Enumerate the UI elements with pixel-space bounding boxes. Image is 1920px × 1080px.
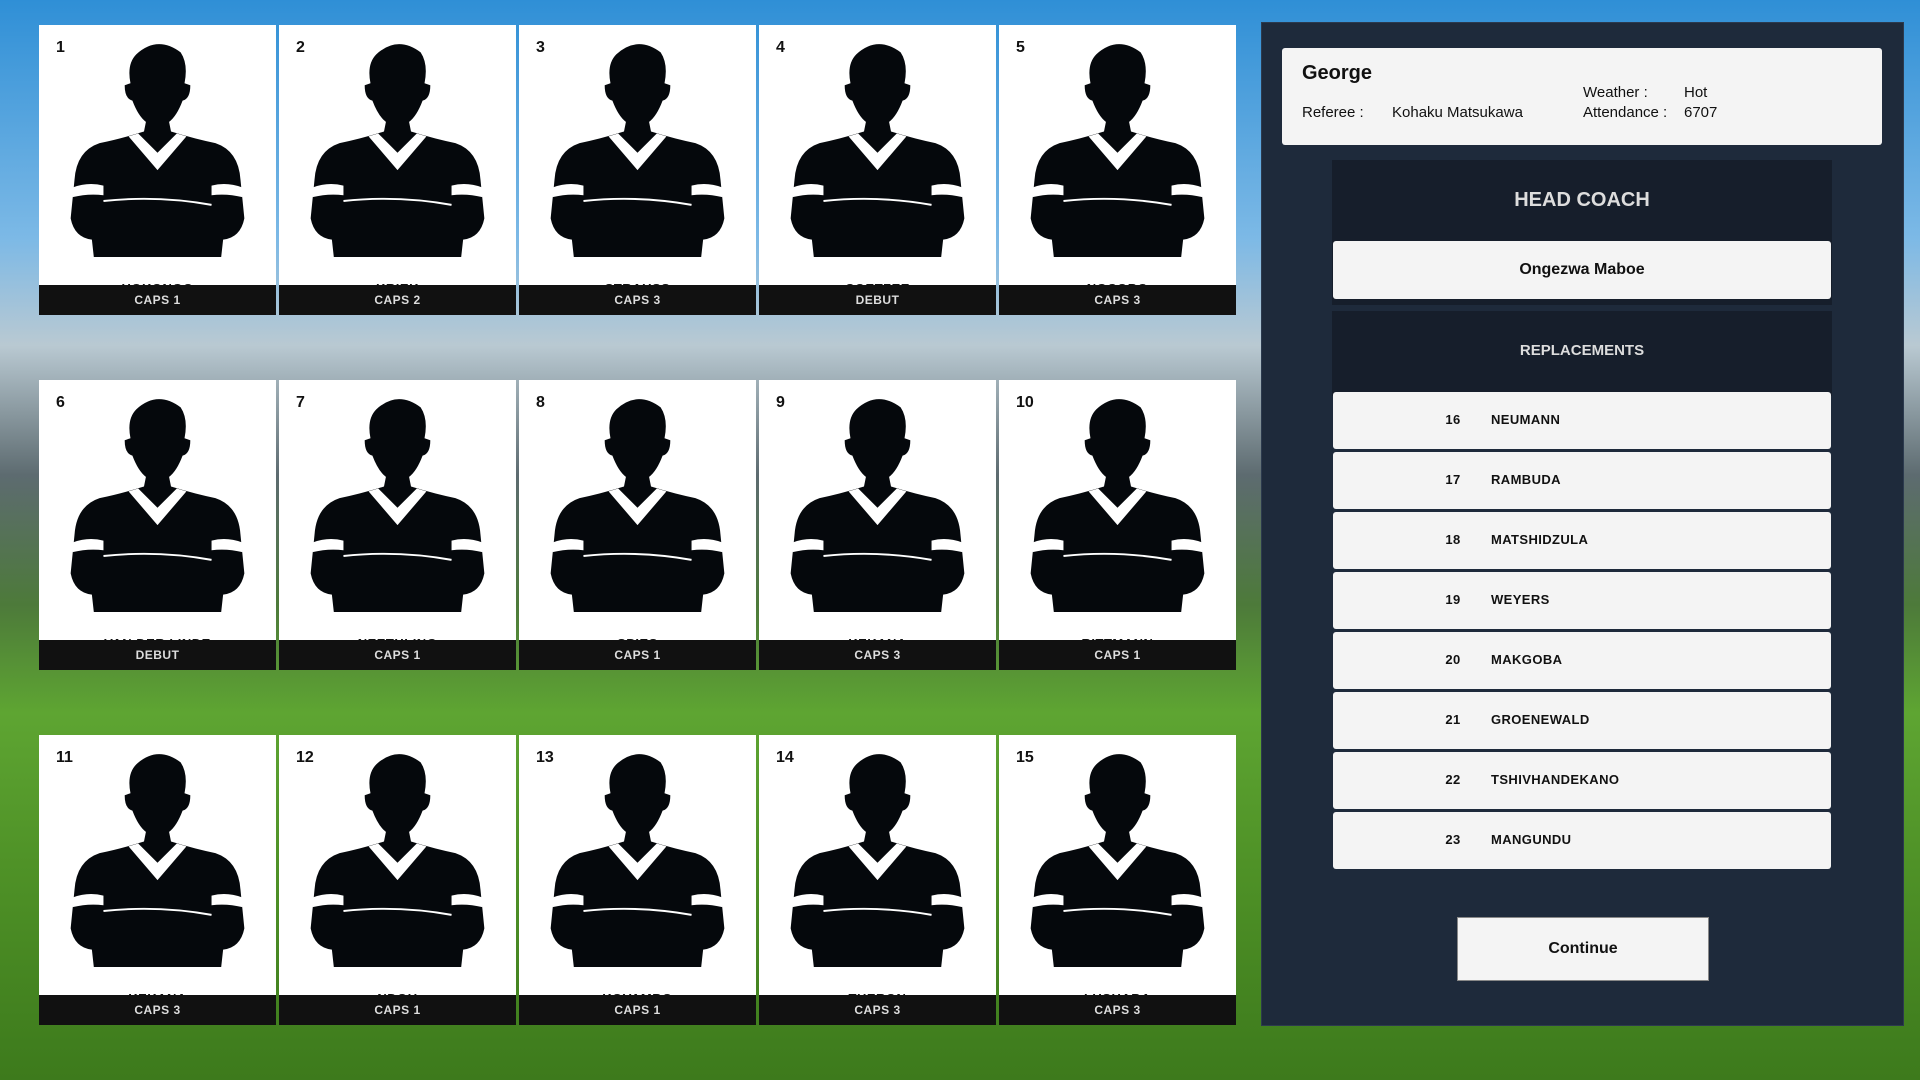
player-silhouette-icon bbox=[550, 754, 725, 967]
player-card[interactable]: 10 RITTMANN CAPS 1 bbox=[999, 380, 1236, 670]
replacement-number: 21 bbox=[1445, 712, 1461, 727]
player-silhouette-icon bbox=[550, 399, 725, 612]
attendance-value: 6707 bbox=[1684, 104, 1718, 121]
player-number: 4 bbox=[776, 39, 785, 56]
replacement-number: 23 bbox=[1445, 832, 1461, 847]
player-caps: CAPS 1 bbox=[999, 640, 1236, 670]
head-coach-name[interactable]: Ongezwa Maboe bbox=[1333, 241, 1831, 299]
replacement-name: GROENEWALD bbox=[1491, 712, 1590, 727]
replacement-row[interactable]: 20 MAKGOBA bbox=[1333, 632, 1831, 689]
player-card[interactable]: 7 NEETHLING CAPS 1 bbox=[279, 380, 516, 670]
referee-value: Kohaku Matsukawa bbox=[1392, 104, 1523, 121]
weather-value: Hot bbox=[1684, 84, 1708, 101]
player-silhouette-icon bbox=[550, 44, 725, 257]
player-caps: CAPS 1 bbox=[279, 995, 516, 1025]
player-card[interactable]: 9 KEKANA CAPS 3 bbox=[759, 380, 996, 670]
replacements-section: REPLACEMENTS bbox=[1332, 311, 1832, 396]
player-number: 2 bbox=[296, 39, 305, 56]
player-number: 5 bbox=[1016, 39, 1025, 56]
player-caps: CAPS 1 bbox=[519, 995, 756, 1025]
player-caps: DEBUT bbox=[39, 640, 276, 670]
player-caps: CAPS 1 bbox=[519, 640, 756, 670]
match-info: George Referee : Kohaku Matsukawa Weathe… bbox=[1282, 48, 1882, 145]
player-number: 12 bbox=[296, 749, 314, 766]
replacements-title: REPLACEMENTS bbox=[1519, 342, 1645, 359]
replacement-number: 18 bbox=[1445, 532, 1461, 547]
replacement-name: WEYERS bbox=[1491, 592, 1550, 607]
player-number: 9 bbox=[776, 394, 785, 411]
player-card[interactable]: 3 STRAUSS CAPS 3 bbox=[519, 25, 756, 315]
player-caps: CAPS 1 bbox=[279, 640, 516, 670]
player-card[interactable]: 12 NDOU CAPS 1 bbox=[279, 735, 516, 1025]
head-coach-title: HEAD COACH bbox=[1514, 189, 1650, 211]
player-caps: CAPS 3 bbox=[519, 285, 756, 315]
player-card[interactable]: 4 COETZEE DEBUT bbox=[759, 25, 996, 315]
player-caps: CAPS 2 bbox=[279, 285, 516, 315]
match-panel: George Referee : Kohaku Matsukawa Weathe… bbox=[1261, 22, 1904, 1026]
player-silhouette-icon bbox=[70, 44, 245, 257]
player-silhouette-icon bbox=[1030, 754, 1205, 967]
replacement-name: TSHIVHANDEKANO bbox=[1491, 772, 1620, 787]
player-caps: CAPS 3 bbox=[759, 640, 996, 670]
player-number: 3 bbox=[536, 39, 545, 56]
replacement-number: 19 bbox=[1445, 592, 1461, 607]
replacement-name: MAKGOBA bbox=[1491, 652, 1563, 667]
player-caps: DEBUT bbox=[759, 285, 996, 315]
player-silhouette-icon bbox=[310, 399, 485, 612]
player-number: 13 bbox=[536, 749, 554, 766]
replacement-name: RAMBUDA bbox=[1491, 472, 1561, 487]
replacement-row[interactable]: 23 MANGUNDU bbox=[1333, 812, 1831, 869]
player-silhouette-icon bbox=[70, 754, 245, 967]
replacement-row[interactable]: 22 TSHIVHANDEKANO bbox=[1333, 752, 1831, 809]
player-caps: CAPS 3 bbox=[39, 995, 276, 1025]
player-silhouette-icon bbox=[1030, 399, 1205, 612]
continue-button[interactable]: Continue bbox=[1457, 917, 1709, 981]
replacement-name: MANGUNDU bbox=[1491, 832, 1572, 847]
player-silhouette-icon bbox=[790, 754, 965, 967]
player-card[interactable]: 5 NGCOBO CAPS 3 bbox=[999, 25, 1236, 315]
replacement-row[interactable]: 18 MATSHIDZULA bbox=[1333, 512, 1831, 569]
weather-label: Weather : bbox=[1583, 84, 1648, 101]
player-silhouette-icon bbox=[70, 399, 245, 612]
player-number: 7 bbox=[296, 394, 305, 411]
replacement-number: 17 bbox=[1445, 472, 1461, 487]
player-silhouette-icon bbox=[1030, 44, 1205, 257]
replacement-row[interactable]: 16 NEUMANN bbox=[1333, 392, 1831, 449]
player-caps: CAPS 1 bbox=[39, 285, 276, 315]
player-card[interactable]: 2 KRIEK CAPS 2 bbox=[279, 25, 516, 315]
replacement-number: 20 bbox=[1445, 652, 1461, 667]
player-silhouette-icon bbox=[310, 754, 485, 967]
player-number: 11 bbox=[56, 749, 73, 766]
attendance-label: Attendance : bbox=[1583, 104, 1668, 121]
player-card[interactable]: 8 SPIES CAPS 1 bbox=[519, 380, 756, 670]
replacement-row[interactable]: 19 WEYERS bbox=[1333, 572, 1831, 629]
player-number: 6 bbox=[56, 394, 65, 411]
player-card[interactable]: 11 KEKANA CAPS 3 bbox=[39, 735, 276, 1025]
player-number: 8 bbox=[536, 394, 545, 411]
player-card[interactable]: 14 THERON CAPS 3 bbox=[759, 735, 996, 1025]
replacement-name: NEUMANN bbox=[1491, 412, 1561, 427]
player-caps: CAPS 3 bbox=[759, 995, 996, 1025]
player-caps: CAPS 3 bbox=[999, 995, 1236, 1025]
replacement-number: 16 bbox=[1445, 412, 1461, 427]
player-card[interactable]: 13 KOVAMBO CAPS 1 bbox=[519, 735, 756, 1025]
replacement-row[interactable]: 17 RAMBUDA bbox=[1333, 452, 1831, 509]
player-silhouette-icon bbox=[790, 44, 965, 257]
player-silhouette-icon bbox=[310, 44, 485, 257]
player-card[interactable]: 1 HOKONGO CAPS 1 bbox=[39, 25, 276, 315]
player-number: 1 bbox=[56, 39, 65, 56]
player-number: 10 bbox=[1016, 394, 1034, 411]
replacement-number: 22 bbox=[1445, 772, 1461, 787]
player-card[interactable]: 6 VAN DER LINDE DEBUT bbox=[39, 380, 276, 670]
player-number: 14 bbox=[776, 749, 794, 766]
player-number: 15 bbox=[1016, 749, 1034, 766]
replacement-name: MATSHIDZULA bbox=[1491, 532, 1589, 547]
replacement-row[interactable]: 21 GROENEWALD bbox=[1333, 692, 1831, 749]
venue-name: George bbox=[1302, 62, 1373, 84]
player-card[interactable]: 15 LUSHABA CAPS 3 bbox=[999, 735, 1236, 1025]
player-silhouette-icon bbox=[790, 399, 965, 612]
player-caps: CAPS 3 bbox=[999, 285, 1236, 315]
referee-label: Referee : bbox=[1302, 104, 1364, 121]
